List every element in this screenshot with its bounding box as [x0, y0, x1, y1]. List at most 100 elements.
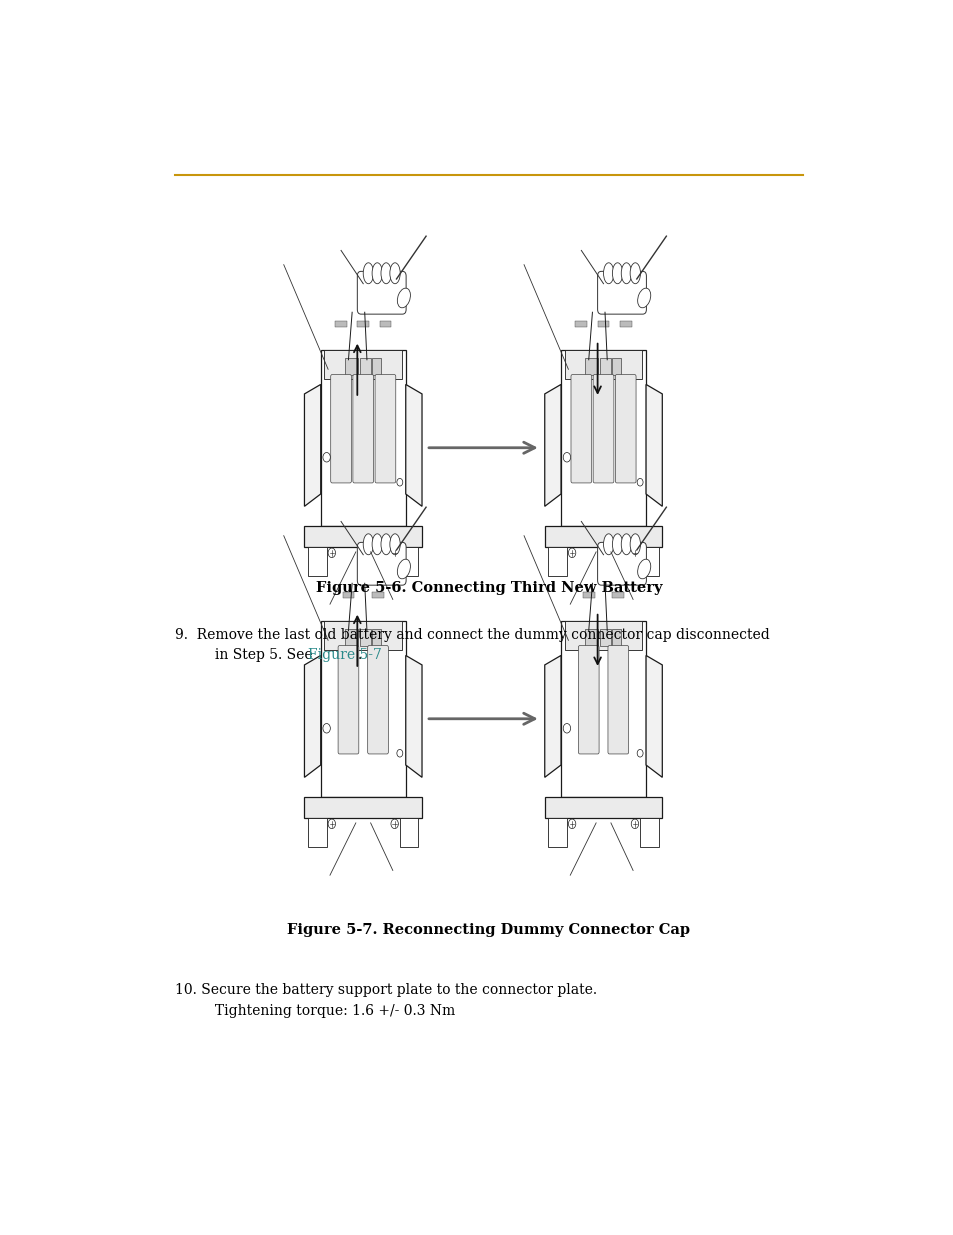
- Text: 10. Secure the battery support plate to the connector plate.: 10. Secure the battery support plate to …: [174, 983, 597, 997]
- Bar: [308, 547, 326, 576]
- Ellipse shape: [390, 534, 400, 555]
- Bar: [324, 351, 401, 379]
- Ellipse shape: [620, 534, 631, 555]
- Circle shape: [562, 724, 570, 734]
- Ellipse shape: [380, 534, 391, 555]
- Bar: [584, 358, 598, 375]
- FancyBboxPatch shape: [571, 374, 591, 483]
- Bar: [564, 621, 641, 650]
- Bar: [575, 321, 587, 327]
- Bar: [548, 547, 566, 576]
- Circle shape: [562, 452, 570, 462]
- Bar: [359, 358, 370, 375]
- Circle shape: [631, 819, 638, 829]
- Circle shape: [328, 548, 335, 557]
- Bar: [597, 321, 609, 327]
- FancyBboxPatch shape: [615, 374, 636, 483]
- Bar: [344, 629, 357, 646]
- Circle shape: [568, 819, 576, 829]
- Bar: [599, 629, 610, 646]
- Circle shape: [323, 452, 330, 462]
- Bar: [320, 351, 405, 526]
- Circle shape: [568, 548, 576, 557]
- Bar: [304, 526, 421, 547]
- Bar: [639, 818, 658, 847]
- Bar: [372, 358, 380, 375]
- Bar: [612, 593, 623, 598]
- FancyBboxPatch shape: [375, 374, 395, 483]
- Text: .: .: [357, 648, 362, 662]
- Polygon shape: [645, 384, 661, 506]
- Bar: [342, 593, 354, 598]
- Ellipse shape: [390, 263, 400, 284]
- FancyBboxPatch shape: [597, 542, 646, 585]
- Polygon shape: [544, 384, 560, 506]
- Text: Figure 5-7: Figure 5-7: [308, 648, 381, 662]
- Bar: [357, 321, 369, 327]
- Ellipse shape: [397, 559, 410, 579]
- FancyBboxPatch shape: [607, 646, 628, 753]
- Bar: [619, 321, 631, 327]
- Ellipse shape: [363, 534, 374, 555]
- Bar: [324, 621, 401, 650]
- Bar: [599, 358, 610, 375]
- Bar: [639, 547, 658, 576]
- Bar: [544, 526, 661, 547]
- Bar: [548, 818, 566, 847]
- Bar: [582, 593, 594, 598]
- Bar: [612, 629, 620, 646]
- Ellipse shape: [380, 263, 391, 284]
- Circle shape: [631, 548, 638, 557]
- Polygon shape: [544, 656, 560, 777]
- Polygon shape: [405, 384, 421, 506]
- Ellipse shape: [630, 263, 639, 284]
- Ellipse shape: [372, 534, 382, 555]
- Text: Figure 5-7. Reconnecting Dummy Connector Cap: Figure 5-7. Reconnecting Dummy Connector…: [287, 923, 690, 937]
- Bar: [399, 818, 417, 847]
- Bar: [612, 358, 620, 375]
- Bar: [359, 629, 370, 646]
- Circle shape: [396, 478, 402, 487]
- Text: Figure 5-6. Connecting Third New Battery: Figure 5-6. Connecting Third New Battery: [315, 580, 661, 594]
- Ellipse shape: [612, 534, 622, 555]
- Bar: [560, 621, 645, 798]
- FancyBboxPatch shape: [353, 374, 374, 483]
- Text: Tightening torque: 1.6 +/- 0.3 Nm: Tightening torque: 1.6 +/- 0.3 Nm: [193, 1004, 455, 1018]
- Polygon shape: [304, 656, 320, 777]
- Bar: [372, 593, 383, 598]
- Bar: [304, 798, 421, 818]
- Circle shape: [328, 819, 335, 829]
- FancyBboxPatch shape: [357, 272, 406, 314]
- Circle shape: [323, 724, 330, 734]
- Polygon shape: [405, 656, 421, 777]
- Circle shape: [637, 478, 642, 487]
- Bar: [320, 621, 405, 798]
- Polygon shape: [645, 656, 661, 777]
- Bar: [308, 818, 326, 847]
- Ellipse shape: [630, 534, 639, 555]
- Circle shape: [396, 750, 402, 757]
- Bar: [564, 351, 641, 379]
- Polygon shape: [304, 384, 320, 506]
- Bar: [379, 321, 391, 327]
- Ellipse shape: [603, 534, 613, 555]
- FancyBboxPatch shape: [337, 646, 358, 753]
- Circle shape: [391, 548, 398, 557]
- Ellipse shape: [372, 263, 382, 284]
- Bar: [544, 798, 661, 818]
- Text: in Step 5. See: in Step 5. See: [193, 648, 316, 662]
- Ellipse shape: [363, 263, 374, 284]
- Ellipse shape: [603, 263, 613, 284]
- FancyBboxPatch shape: [578, 646, 598, 753]
- Ellipse shape: [620, 263, 631, 284]
- Circle shape: [391, 819, 398, 829]
- FancyBboxPatch shape: [597, 272, 646, 314]
- Ellipse shape: [612, 263, 622, 284]
- Ellipse shape: [637, 559, 650, 579]
- Circle shape: [637, 750, 642, 757]
- FancyBboxPatch shape: [357, 542, 406, 585]
- FancyBboxPatch shape: [331, 374, 351, 483]
- Bar: [560, 351, 645, 526]
- FancyBboxPatch shape: [593, 374, 613, 483]
- Bar: [344, 358, 357, 375]
